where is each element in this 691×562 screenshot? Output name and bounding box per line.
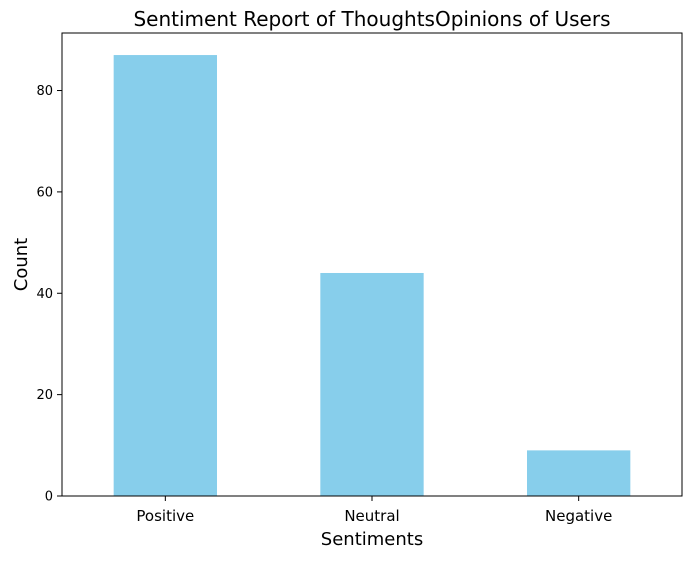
y-tick-label: 80 — [36, 84, 53, 99]
x-axis: Positive Neutral Negative — [136, 496, 612, 525]
y-axis-label: Count — [11, 238, 32, 291]
y-tick-label: 40 — [36, 287, 53, 302]
y-axis: 0 20 40 60 80 — [36, 84, 62, 505]
y-tick-label: 0 — [45, 490, 53, 505]
plot-frame — [61, 32, 683, 497]
bars-layer — [113, 55, 631, 497]
x-tick-label: Negative — [545, 507, 612, 525]
y-tick-label: 60 — [36, 185, 53, 200]
x-tick-label: Neutral — [344, 507, 399, 525]
bar-positive — [113, 55, 217, 497]
chart-title: Sentiment Report of ThoughtsOpinions of … — [133, 7, 610, 31]
x-tick-label: Positive — [136, 507, 194, 525]
bar-negative — [527, 450, 631, 496]
bar-neutral — [320, 272, 424, 496]
y-tick-label: 20 — [36, 388, 53, 403]
x-axis-label: Sentiments — [321, 529, 423, 550]
